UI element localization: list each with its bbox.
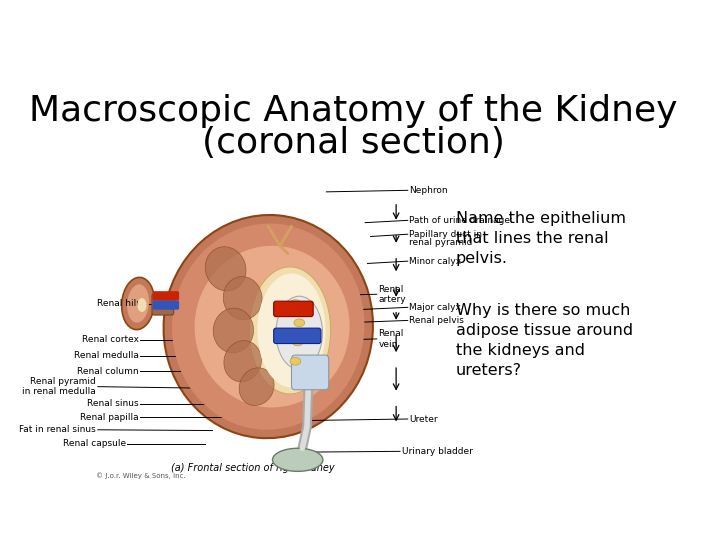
Text: renal pyramid: renal pyramid bbox=[409, 238, 472, 247]
Text: Renal hilus: Renal hilus bbox=[97, 299, 147, 308]
Ellipse shape bbox=[122, 278, 154, 329]
Text: Nephron: Nephron bbox=[409, 186, 448, 195]
Ellipse shape bbox=[249, 267, 330, 394]
Ellipse shape bbox=[239, 368, 274, 406]
Text: Minor calyx: Minor calyx bbox=[409, 256, 462, 266]
Text: Renal pelvis: Renal pelvis bbox=[409, 316, 464, 325]
Ellipse shape bbox=[223, 276, 262, 320]
FancyBboxPatch shape bbox=[274, 328, 321, 343]
Ellipse shape bbox=[213, 308, 253, 353]
Ellipse shape bbox=[294, 319, 305, 327]
Text: (a) Frontal section of right kidney: (a) Frontal section of right kidney bbox=[171, 463, 335, 474]
Ellipse shape bbox=[292, 338, 303, 346]
Text: Why is there so much
adipose tissue around
the kidneys and
ureters?: Why is there so much adipose tissue arou… bbox=[456, 303, 633, 378]
FancyBboxPatch shape bbox=[153, 291, 179, 300]
Text: Path of urine drainage:: Path of urine drainage: bbox=[409, 216, 513, 225]
Text: Renal pyramid
in renal medulla: Renal pyramid in renal medulla bbox=[22, 377, 96, 396]
Ellipse shape bbox=[172, 224, 364, 430]
FancyBboxPatch shape bbox=[152, 294, 174, 315]
Text: Major calyx: Major calyx bbox=[409, 303, 462, 312]
Text: Renal capsule: Renal capsule bbox=[63, 439, 126, 448]
Ellipse shape bbox=[258, 273, 325, 387]
Ellipse shape bbox=[224, 341, 261, 382]
Text: Fat in renal sinus: Fat in renal sinus bbox=[19, 426, 96, 434]
Text: Renal sinus: Renal sinus bbox=[87, 399, 139, 408]
Ellipse shape bbox=[290, 300, 301, 307]
Text: Renal column: Renal column bbox=[77, 367, 139, 376]
Text: © J.o.r. Wiley & Sons, Inc.: © J.o.r. Wiley & Sons, Inc. bbox=[96, 472, 186, 478]
FancyBboxPatch shape bbox=[292, 355, 329, 390]
Text: Renal medulla: Renal medulla bbox=[74, 352, 139, 360]
Text: Papillary duct in: Papillary duct in bbox=[409, 230, 482, 239]
Ellipse shape bbox=[272, 448, 323, 471]
FancyBboxPatch shape bbox=[274, 301, 313, 316]
Text: Renal papilla: Renal papilla bbox=[80, 413, 139, 422]
Ellipse shape bbox=[205, 247, 246, 291]
Text: Name the epithelium
that lines the renal
pelvis.: Name the epithelium that lines the renal… bbox=[456, 211, 626, 266]
Text: Renal
artery: Renal artery bbox=[378, 285, 406, 304]
Text: Macroscopic Anatomy of the Kidney: Macroscopic Anatomy of the Kidney bbox=[30, 94, 678, 128]
Ellipse shape bbox=[276, 296, 323, 369]
Text: Renal cortex: Renal cortex bbox=[82, 335, 139, 344]
Ellipse shape bbox=[127, 284, 149, 323]
Text: Urinary bladder: Urinary bladder bbox=[402, 447, 472, 456]
Text: Ureter: Ureter bbox=[409, 415, 438, 423]
Ellipse shape bbox=[194, 246, 350, 408]
Ellipse shape bbox=[290, 357, 301, 365]
Text: (coronal section): (coronal section) bbox=[202, 126, 505, 160]
FancyBboxPatch shape bbox=[153, 300, 179, 309]
Text: Renal
vein: Renal vein bbox=[378, 329, 404, 349]
Ellipse shape bbox=[163, 215, 373, 438]
Ellipse shape bbox=[138, 298, 147, 312]
